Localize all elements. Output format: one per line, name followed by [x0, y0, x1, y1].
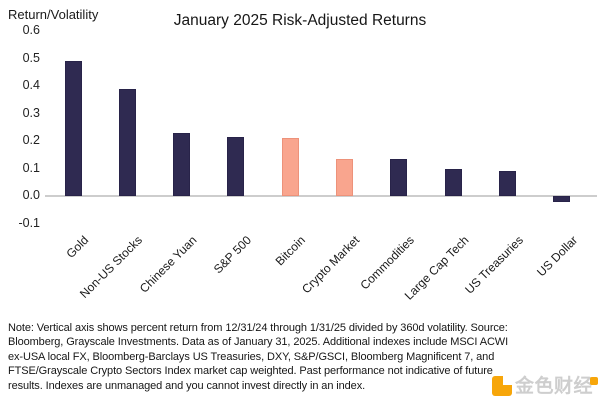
watermark: 金色财经 [492, 374, 598, 397]
y-axis-title: Return/Volatility [8, 7, 99, 22]
footnote-line: FTSE/Grayscale Crypto Sectors Index mark… [8, 365, 493, 378]
x-label-chinese-yuan: Chinese Yuan [136, 233, 200, 296]
y-tick-label: 0.1 [22, 160, 40, 175]
footnote-line: Note: Vertical axis shows percent return… [8, 322, 508, 334]
footnote-line: ex-USA local FX, Bloomberg-Barclays US T… [8, 350, 495, 363]
x-label-bitcoin: Bitcoin [272, 233, 309, 269]
y-tick-label: 0.2 [22, 133, 40, 147]
footnote-text: Note: Vertical axis shows percent return… [8, 321, 598, 393]
y-tick-label: -0.1 [18, 215, 40, 230]
x-label-s-p-500: S&P 500 [210, 233, 254, 277]
x-label-commodities: Commodities [357, 233, 417, 293]
y-tick-label: 0.3 [22, 105, 40, 120]
watermark-text: 金色财经 [515, 376, 594, 397]
y-tick-label: 0.5 [22, 50, 40, 65]
bar-us-dollar [553, 196, 571, 202]
footnote-line: results. Indexes are unmanaged and you c… [8, 379, 366, 392]
bar-large-cap-tech [444, 168, 462, 196]
bar-commodities [390, 158, 408, 196]
footnote-line: Bloomberg, Grayscale Investments. Data a… [8, 336, 509, 349]
y-tick-label: 0.0 [22, 188, 40, 202]
bar-chinese-yuan [173, 132, 191, 196]
bar-crypto-market [336, 158, 354, 196]
bar-gold [64, 61, 82, 196]
y-tick-label: 0.6 [22, 23, 40, 37]
bar-non-us-stocks [118, 88, 136, 196]
y-tick-label: 0.4 [22, 78, 40, 92]
x-label-us-dollar: US Dollar [533, 233, 580, 280]
watermark-accent-dot-icon [590, 377, 598, 385]
chart-title: January 2025 Risk-Adjusted Returns [173, 12, 427, 29]
bar-bitcoin [281, 138, 299, 196]
x-label-crypto-market: Crypto Market [299, 233, 363, 297]
jinse-finance-logo-icon [492, 374, 514, 396]
bar-s-p-500 [227, 136, 245, 196]
x-label-gold: Gold [63, 233, 91, 261]
bar-us-treasuries [499, 171, 517, 196]
zero-axis-line [45, 195, 597, 197]
